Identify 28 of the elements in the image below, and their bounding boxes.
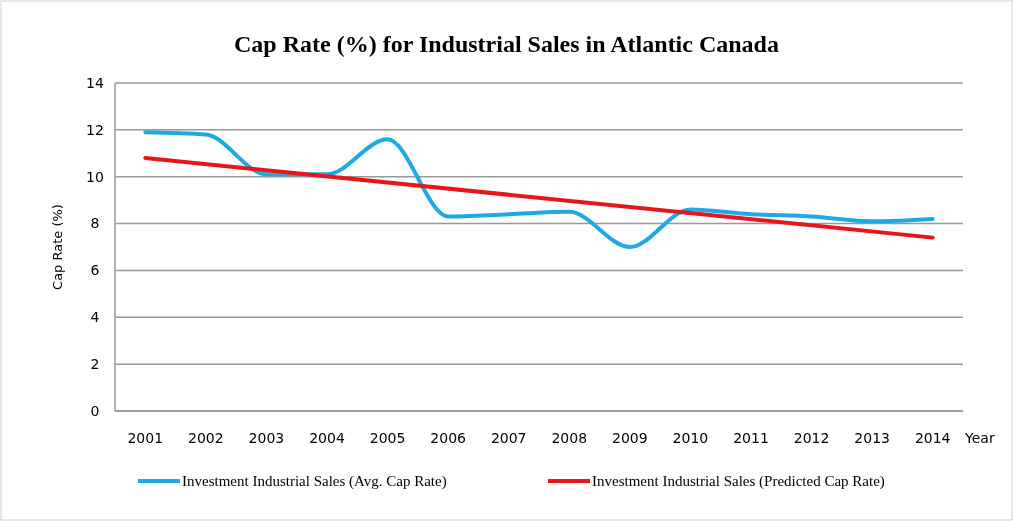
y-axis-title: Cap Rate (%) (50, 204, 65, 290)
x-tick-label: 2004 (309, 430, 345, 446)
x-tick-label: 2007 (490, 430, 527, 446)
x-tick-label: 2010 (672, 430, 709, 446)
y-tick-label: 6 (90, 262, 100, 279)
y-tick-label: 12 (86, 121, 104, 138)
y-tick-label: 10 (86, 168, 104, 185)
x-tick-label: 2003 (248, 430, 285, 446)
y-tick-label: 8 (90, 215, 100, 232)
chart-title: Cap Rate (%) for Industrial Sales in Atlantic Canada (234, 31, 779, 57)
x-tick-label: 2009 (612, 430, 648, 446)
legend-label: Investment Industrial Sales (Avg. Cap Rate) (182, 473, 447, 491)
x-tick-label: 2005 (369, 430, 406, 446)
x-axis-title: Year (964, 430, 995, 446)
x-tick-label: 2014 (914, 430, 951, 446)
y-tick-label: 0 (90, 402, 100, 419)
x-tick-label: 2001 (127, 430, 164, 446)
legend-label: Investment Industrial Sales (Predicted Cap Rate) (592, 473, 885, 491)
line-series (143, 130, 935, 249)
y-tick-label: 2 (90, 356, 100, 373)
x-tick-label: 2006 (430, 430, 467, 446)
y-tick-label: 14 (86, 74, 104, 91)
x-tick-label: 2011 (733, 430, 769, 446)
x-tick-label: 2002 (188, 430, 224, 446)
x-tick-label: 2012 (793, 430, 830, 446)
x-tick-label: 2008 (551, 430, 588, 446)
y-tick-label: 4 (90, 309, 100, 326)
x-tick-label: 2013 (854, 430, 890, 446)
